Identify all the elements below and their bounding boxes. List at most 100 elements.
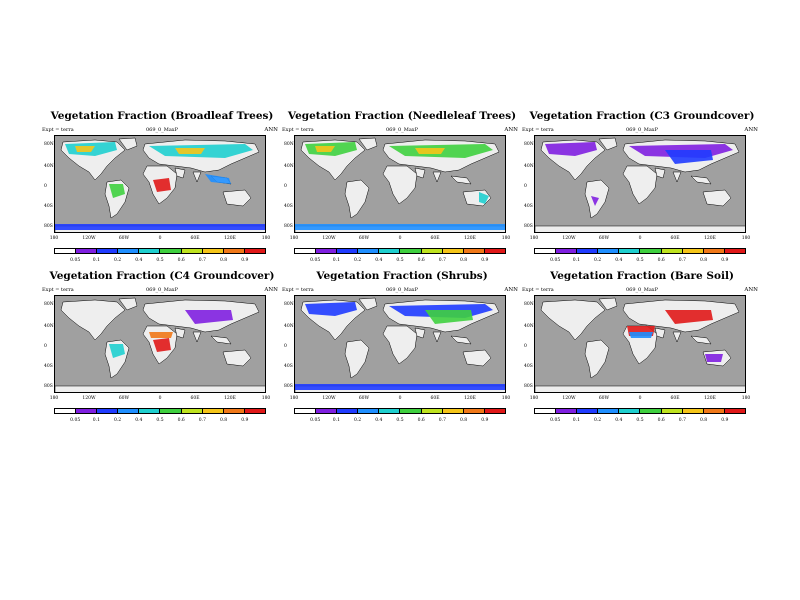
continent-seasia	[450, 175, 472, 185]
colorbar-swatch	[160, 249, 182, 253]
continent-seasia	[450, 335, 472, 345]
colorbar-label: 0.6	[657, 258, 665, 263]
lon-tick-label: 120E	[224, 396, 236, 401]
lat-tick-label: 40N	[524, 324, 534, 329]
continent-antarctica	[535, 225, 745, 232]
colorbar-label: 0.05	[550, 418, 561, 423]
lon-tick-label: 60E	[670, 396, 680, 401]
colorbar-swatch	[223, 409, 245, 413]
colorbar-label: 0.9	[721, 418, 729, 423]
colorbar-swatch	[463, 249, 485, 253]
colorbar-label: 0.9	[481, 418, 489, 423]
season-label: ANN	[744, 287, 758, 293]
lat-tick-label: 40S	[44, 364, 53, 369]
map-panel: Vegetation Fraction (C3 Groundcover) Expt…	[522, 110, 762, 270]
map-area	[294, 135, 506, 233]
colorbar-swatch	[379, 409, 401, 413]
colorbar-swatch	[55, 409, 77, 413]
lon-tick-label: 60E	[190, 236, 200, 241]
lat-tick-label: 80N	[524, 142, 534, 147]
lon-tick-label: 60W	[598, 236, 610, 241]
colorbar-swatch	[379, 249, 401, 253]
colorbar-label: 0.9	[241, 258, 249, 263]
colorbar-swatch	[598, 409, 620, 413]
lat-tick-label: 0	[44, 344, 47, 349]
lon-tick-label: 180	[529, 236, 539, 241]
lon-tick-label: 0	[398, 236, 402, 241]
colorbar-label: 0.6	[657, 418, 665, 423]
colorbar-swatch	[724, 409, 745, 413]
continent-australia	[222, 189, 252, 207]
colorbar-label: 0.8	[700, 258, 708, 263]
colorbar-swatch	[661, 249, 683, 253]
colorbar-swatch	[640, 249, 662, 253]
colorbar-swatch	[703, 409, 725, 413]
colorbar-label: 0.05	[70, 418, 81, 423]
colorbar-swatch	[244, 409, 265, 413]
continent-greenland	[118, 297, 138, 311]
lon-tick-label: 180	[289, 396, 299, 401]
colorbar-label: 0.7	[198, 418, 206, 423]
colorbar-swatch	[535, 409, 557, 413]
colorbar-label: 0.2	[114, 418, 122, 423]
colorbar-swatch	[55, 249, 77, 253]
field-region-australia_e	[479, 192, 489, 204]
lat-tick-label: 40N	[44, 324, 54, 329]
lon-tick-label: 60E	[430, 396, 440, 401]
lat-tick-label: 80S	[44, 384, 53, 389]
lat-tick-label: 80N	[524, 302, 534, 307]
map-area	[54, 295, 266, 393]
lat-tick-label: 40N	[44, 164, 54, 169]
colorbar-swatch	[703, 249, 725, 253]
colorbar-swatch	[421, 249, 443, 253]
continent-samerica	[344, 339, 370, 379]
colorbar-label: 0.4	[375, 418, 383, 423]
colorbar-swatch	[577, 409, 599, 413]
lat-tick-label: 0	[524, 344, 527, 349]
continent-arabia	[174, 167, 186, 179]
continent-arabia	[414, 167, 426, 179]
expt-label: Expt = terra	[42, 287, 74, 293]
lat-tick-label: 40S	[524, 204, 533, 209]
field-region-antarctic	[55, 224, 265, 230]
lon-tick-label: 0	[158, 396, 162, 401]
lon-tick-label: 120W	[322, 236, 336, 241]
colorbar-swatch	[316, 249, 338, 253]
colorbar-swatch	[316, 409, 338, 413]
colorbar-label: 0.5	[636, 418, 644, 423]
colorbar-swatch	[139, 249, 161, 253]
colorbar-label: 0.1	[332, 418, 340, 423]
lon-tick-label: 120W	[82, 236, 96, 241]
colorbar-label: 0.1	[572, 258, 580, 263]
colorbar-label: 0.7	[438, 258, 446, 263]
panel-title: Vegetation Fraction (C4 Groundcover)	[49, 270, 275, 282]
colorbar-swatch	[463, 409, 485, 413]
lon-tick-label: 180	[49, 396, 59, 401]
field-region-asia	[665, 310, 713, 324]
season-label: ANN	[504, 127, 518, 133]
lon-tick-label: 120W	[562, 396, 576, 401]
lon-tick-label: 120W	[562, 236, 576, 241]
map-panel: Vegetation Fraction (C4 Groundcover) Expt…	[42, 270, 282, 430]
lat-tick-label: 80N	[44, 142, 54, 147]
colorbar-swatch	[682, 249, 704, 253]
colorbar-label: 0.5	[156, 418, 164, 423]
colorbar-swatch	[202, 249, 224, 253]
panel-title: Vegetation Fraction (Shrubs)	[316, 270, 488, 282]
lon-tick-label: 120E	[704, 236, 716, 241]
map-area	[534, 135, 746, 233]
colorbar-swatch	[244, 249, 265, 253]
colorbar-label: 0.2	[594, 258, 602, 263]
continent-seasia	[690, 175, 712, 185]
lon-tick-label: 180	[741, 396, 751, 401]
lat-tick-label: 80S	[44, 224, 53, 229]
lat-tick-label: 0	[284, 344, 287, 349]
map-panel: Vegetation Fraction (Bare Soil) Expt = te…	[522, 270, 762, 430]
colorbar-swatch	[337, 409, 359, 413]
colorbar-label: 0.2	[354, 418, 362, 423]
colorbar-label: 0.7	[198, 258, 206, 263]
continent-africa	[382, 165, 418, 205]
colorbar-swatch	[400, 409, 422, 413]
colorbar-label: 0.6	[177, 258, 185, 263]
colorbar-swatch	[598, 249, 620, 253]
